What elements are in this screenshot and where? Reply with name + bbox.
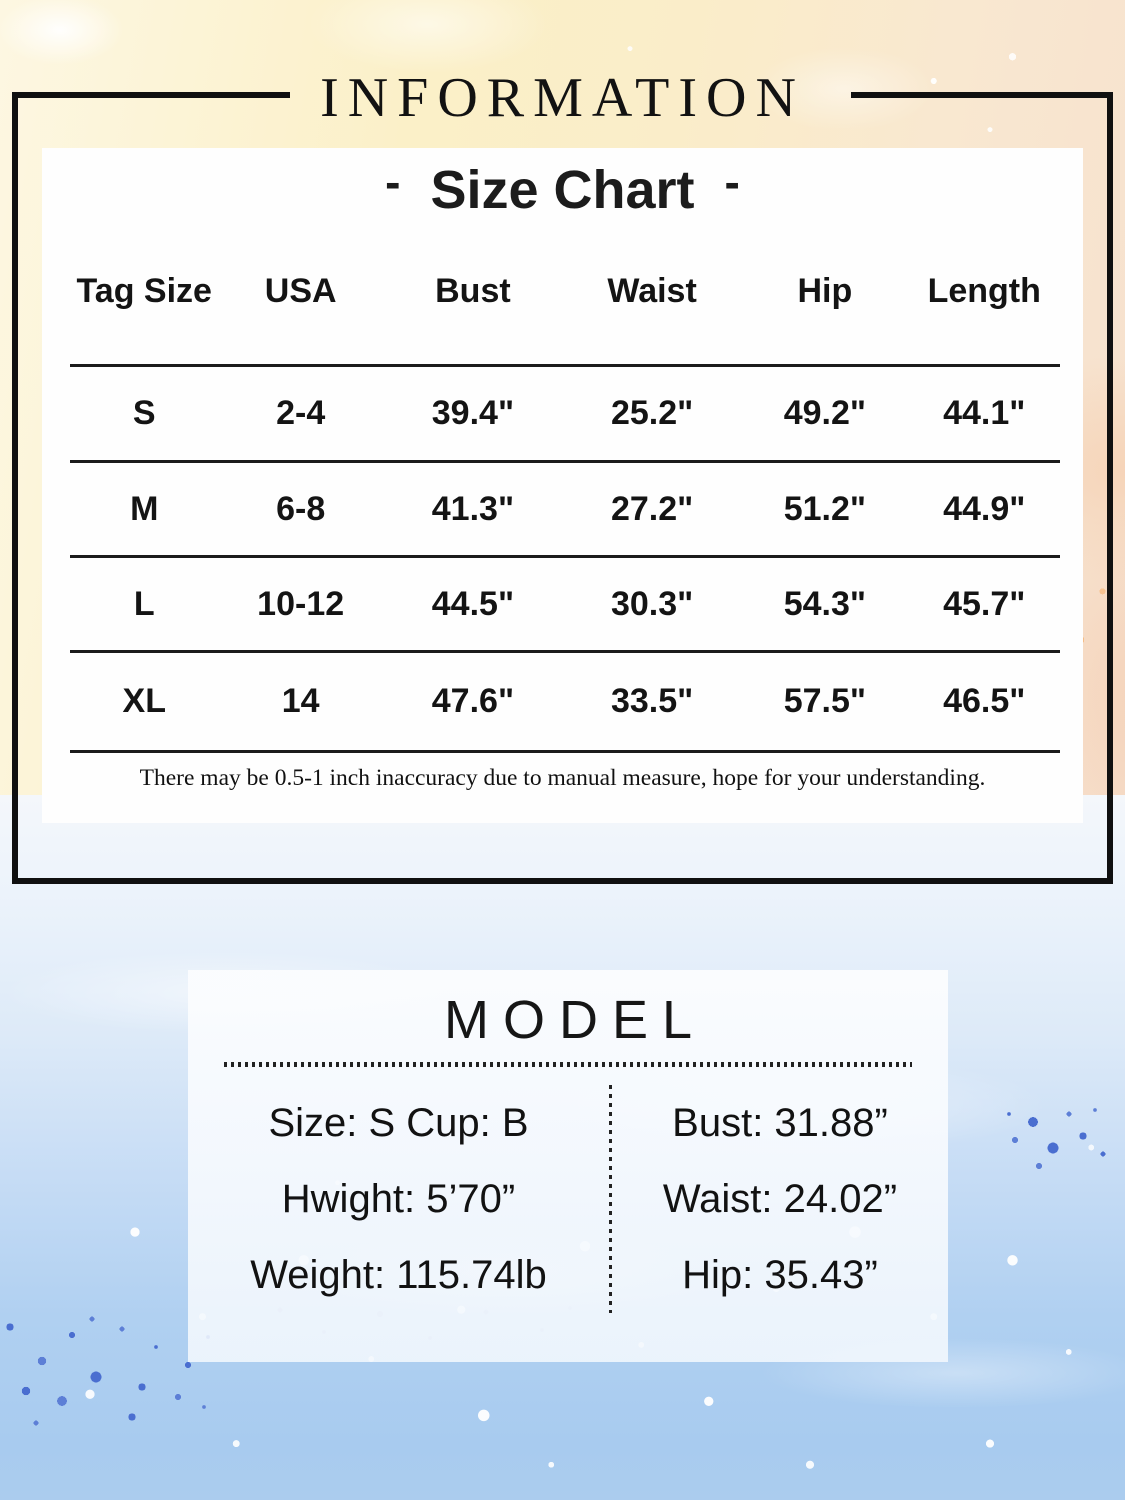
cell-hip: 54.3": [783, 584, 866, 623]
table-row-m: M 6-8 41.3" 27.2" 51.2" 44.9": [70, 463, 1060, 558]
column-header-tag-size: Tag Size: [76, 271, 212, 310]
paint-splatter-right: [995, 1090, 1125, 1185]
cell-bust: 44.5": [431, 584, 515, 623]
column-header-waist: Waist: [607, 271, 697, 310]
cell-hip: 51.2": [783, 489, 866, 528]
table-row-xl: XL 14 47.6" 33.5" 57.5" 46.5": [70, 653, 1060, 753]
cell-bust: 39.4": [431, 394, 515, 432]
table-row-l: L 10-12 44.5" 30.3" 54.3" 45.7": [70, 558, 1060, 653]
cell-hip: 57.5": [783, 682, 866, 720]
dotted-divider: [224, 1062, 912, 1067]
information-rule-right: [851, 92, 1113, 98]
column-header-length: Length: [927, 271, 1041, 310]
model-bust: Bust: 31.88”: [672, 1100, 888, 1145]
size-chart-title-text: Size Chart: [430, 160, 695, 220]
cell-usa: 6-8: [276, 489, 326, 528]
vertical-dotted-divider: [609, 1085, 612, 1313]
cell-waist: 25.2": [610, 394, 694, 432]
cell-hip: 49.2": [783, 394, 866, 432]
model-panel: MODEL Size: S Cup: B Bust: 31.88” Hwight…: [188, 970, 948, 1362]
outer-frame: [12, 92, 1113, 884]
cell-tag: M: [130, 489, 159, 528]
cell-tag: L: [133, 584, 155, 623]
cell-waist: 30.3": [610, 584, 694, 623]
size-chart-panel: - Size Chart - Tag Size USA Bust Waist H…: [42, 148, 1083, 823]
model-measurements: Size: S Cup: B Bust: 31.88” Hwight: 5’70…: [188, 1085, 948, 1313]
column-header-usa: USA: [264, 271, 337, 310]
column-header-hip: Hip: [797, 271, 853, 310]
cell-waist: 27.2": [610, 489, 694, 528]
cell-length: 46.5": [943, 682, 1026, 720]
cell-usa: 10-12: [257, 584, 345, 623]
model-waist: Waist: 24.02”: [662, 1176, 898, 1221]
cell-bust: 41.3": [431, 489, 515, 528]
model-height: Hwight: 5’70”: [281, 1176, 516, 1221]
information-rule-left: [12, 92, 290, 98]
cell-tag: S: [132, 394, 156, 432]
table-header-row: Tag Size USA Bust Waist Hip Length: [70, 218, 1060, 367]
disclaimer-text: There may be 0.5-1 inch inaccuracy due t…: [139, 765, 986, 791]
cell-length: 44.1": [943, 394, 1026, 432]
table-row-s: S 2-4 39.4" 25.2" 49.2" 44.1": [70, 367, 1060, 463]
cell-usa: 2-4: [276, 394, 326, 432]
size-chart-title: - Size Chart -: [42, 156, 1083, 220]
cell-waist: 33.5": [610, 682, 694, 720]
model-weight: Weight: 115.74lb: [250, 1252, 547, 1297]
model-title: MODEL: [443, 990, 707, 1050]
dash-left: -: [385, 156, 401, 208]
model-hip: Hip: 35.43”: [682, 1252, 878, 1297]
cell-tag: XL: [122, 682, 166, 720]
information-title: INFORMATION: [320, 67, 805, 129]
cell-length: 45.7": [943, 584, 1026, 623]
column-header-bust: Bust: [435, 271, 511, 310]
size-table: Tag Size USA Bust Waist Hip Length S 2-4…: [70, 218, 1060, 753]
cell-usa: 14: [281, 682, 320, 720]
cell-bust: 47.6": [431, 682, 515, 720]
cell-length: 44.9": [943, 489, 1026, 528]
dash-right: -: [724, 156, 740, 208]
model-size-cup: Size: S Cup: B: [268, 1100, 529, 1145]
